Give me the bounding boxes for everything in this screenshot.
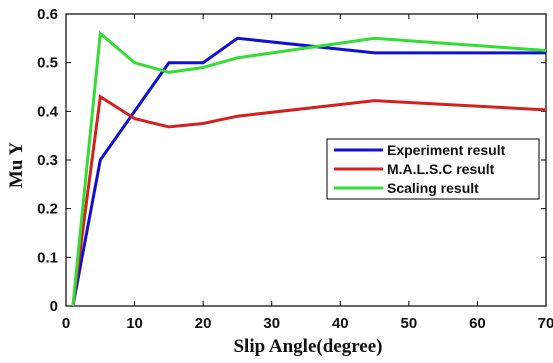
legend-label-1: Experiment result <box>387 142 506 158</box>
y-tick-label: 0.5 <box>37 55 58 72</box>
y-tick-label: 0.4 <box>37 103 59 120</box>
y-tick-label: 0.1 <box>37 249 58 266</box>
x-tick-label: 70 <box>538 315 553 332</box>
series-line-2 <box>71 94 547 307</box>
x-tick-label: 10 <box>126 315 143 332</box>
legend-label-2: M.A.L.S.C result <box>387 161 495 177</box>
y-tick-label: 0.2 <box>37 201 58 218</box>
x-tick-label: 40 <box>332 315 349 332</box>
legend: Experiment result M.A.L.S.C result Scaling… <box>326 138 540 200</box>
x-tick-label: 30 <box>263 315 280 332</box>
plot-area: 0 0.1 0.2 0.3 0.4 0.5 0.6 0 10 20 30 40 50 60 70 <box>37 6 553 332</box>
series-line-3 <box>71 30 547 307</box>
series-line-1 <box>71 36 546 307</box>
y-tick-label: 0 <box>50 298 58 315</box>
x-tick-label: 20 <box>195 315 212 332</box>
legend-label-3: Scaling result <box>387 180 479 196</box>
x-tick-label: 0 <box>62 315 70 332</box>
x-axis-title: Slip Angle(degree) <box>233 336 382 357</box>
x-tick-label: 60 <box>469 315 486 332</box>
y-axis-title: Mu Y <box>6 142 27 189</box>
y-tick-label: 0.3 <box>37 152 58 169</box>
y-tick-label: 0.6 <box>37 6 58 23</box>
x-tick-label: 50 <box>401 315 418 332</box>
